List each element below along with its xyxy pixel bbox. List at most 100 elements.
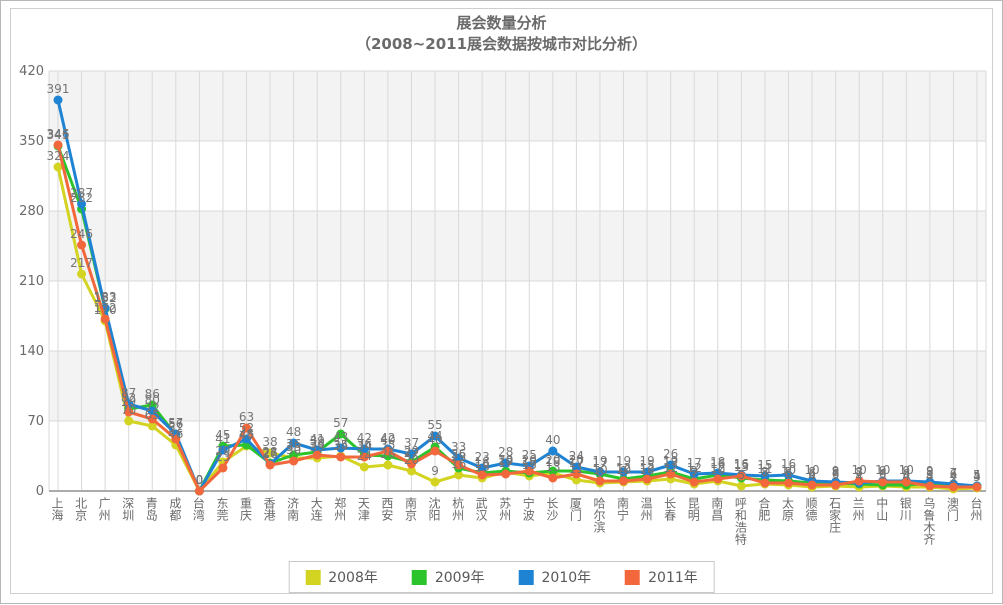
data-point[interactable] [53, 140, 63, 150]
data-point[interactable] [312, 450, 322, 460]
point-value-label: 20 [569, 453, 584, 467]
data-point[interactable] [242, 434, 252, 444]
data-point[interactable] [383, 460, 393, 470]
data-point[interactable] [548, 466, 558, 476]
chart-title-line1: 展会数量分析 [456, 14, 547, 32]
data-point[interactable] [760, 471, 770, 481]
data-point[interactable] [666, 460, 676, 470]
point-value-label: 79 [121, 394, 136, 408]
data-point[interactable] [406, 459, 416, 469]
data-point[interactable] [218, 445, 228, 455]
data-point[interactable] [571, 462, 581, 472]
data-point[interactable] [619, 467, 629, 477]
point-value-label: 282 [70, 191, 93, 205]
data-point[interactable] [948, 482, 958, 492]
data-point[interactable] [406, 449, 416, 459]
data-point[interactable] [595, 476, 605, 486]
data-point[interactable] [901, 477, 911, 487]
data-point[interactable] [807, 480, 817, 490]
point-value-label: 28 [262, 445, 277, 459]
point-value-label: 36 [357, 437, 372, 451]
point-value-label: 324 [47, 149, 70, 163]
data-point[interactable] [336, 429, 346, 439]
data-point[interactable] [336, 452, 346, 462]
data-point[interactable] [783, 470, 793, 480]
data-point[interactable] [736, 481, 746, 491]
point-value-label: 8 [926, 465, 934, 479]
data-point[interactable] [77, 199, 87, 209]
data-point[interactable] [878, 477, 888, 487]
point-value-label: 6 [950, 467, 958, 481]
data-point[interactable] [194, 486, 204, 496]
data-point[interactable] [289, 438, 299, 448]
data-point[interactable] [854, 476, 864, 486]
point-value-label: 7 [950, 466, 958, 480]
data-point[interactable] [454, 460, 464, 470]
legend-item-2011年[interactable]: 2011年 [625, 567, 698, 587]
data-point[interactable] [524, 466, 534, 476]
data-point[interactable] [571, 469, 581, 479]
point-value-label: 17 [687, 456, 702, 470]
data-point[interactable] [242, 423, 252, 433]
data-point[interactable] [501, 469, 511, 479]
data-point[interactable] [736, 471, 746, 481]
data-point[interactable] [642, 467, 652, 477]
point-value-label: 52 [168, 421, 183, 435]
point-value-label: 5 [973, 468, 981, 482]
data-point[interactable] [124, 407, 134, 417]
data-point[interactable] [359, 452, 369, 462]
data-point[interactable] [925, 481, 935, 491]
data-point[interactable] [77, 269, 87, 279]
data-point[interactable] [666, 469, 676, 479]
data-point[interactable] [265, 448, 275, 458]
data-point[interactable] [501, 458, 511, 468]
point-value-label: 72 [145, 401, 160, 415]
data-point[interactable] [713, 474, 723, 484]
data-point[interactable] [477, 463, 487, 473]
data-point[interactable] [147, 414, 157, 424]
data-point[interactable] [383, 446, 393, 456]
data-point[interactable] [265, 460, 275, 470]
data-point[interactable] [595, 467, 605, 477]
data-point[interactable] [53, 162, 63, 172]
point-value-label: 57 [333, 416, 348, 430]
data-point[interactable] [147, 406, 157, 416]
data-point[interactable] [454, 470, 464, 480]
point-value-label: 10 [592, 463, 607, 477]
data-point[interactable] [430, 431, 440, 441]
data-point[interactable] [77, 240, 87, 250]
plot-band [49, 211, 986, 281]
data-point[interactable] [783, 478, 793, 488]
data-point[interactable] [689, 469, 699, 479]
data-point[interactable] [218, 463, 228, 473]
point-value-label: 52 [239, 421, 254, 435]
data-point[interactable] [760, 478, 770, 488]
data-point[interactable] [359, 462, 369, 472]
data-point[interactable] [171, 434, 181, 444]
data-point[interactable] [100, 314, 110, 324]
data-point[interactable] [548, 473, 558, 483]
data-point[interactable] [359, 444, 369, 454]
data-point[interactable] [619, 476, 629, 486]
data-point[interactable] [477, 470, 487, 480]
data-point[interactable] [642, 474, 652, 484]
data-point[interactable] [406, 466, 416, 476]
data-point[interactable] [972, 482, 982, 492]
data-point[interactable] [336, 443, 346, 453]
data-point[interactable] [430, 446, 440, 456]
data-point[interactable] [548, 446, 558, 456]
data-point[interactable] [147, 421, 157, 431]
legend-item-2010年[interactable]: 2010年 [518, 567, 591, 587]
data-point[interactable] [430, 477, 440, 487]
legend-item-2008年[interactable]: 2008年 [305, 567, 378, 587]
data-point[interactable] [454, 453, 464, 463]
data-point[interactable] [831, 480, 841, 490]
legend-item-2009年[interactable]: 2009年 [411, 567, 485, 587]
point-value-label: 4 [855, 469, 863, 483]
point-value-label: 23 [451, 450, 466, 464]
data-point[interactable] [53, 95, 63, 105]
point-value-label: 20 [522, 453, 537, 467]
data-point[interactable] [289, 456, 299, 466]
data-point[interactable] [689, 477, 699, 487]
data-point[interactable] [124, 416, 134, 426]
